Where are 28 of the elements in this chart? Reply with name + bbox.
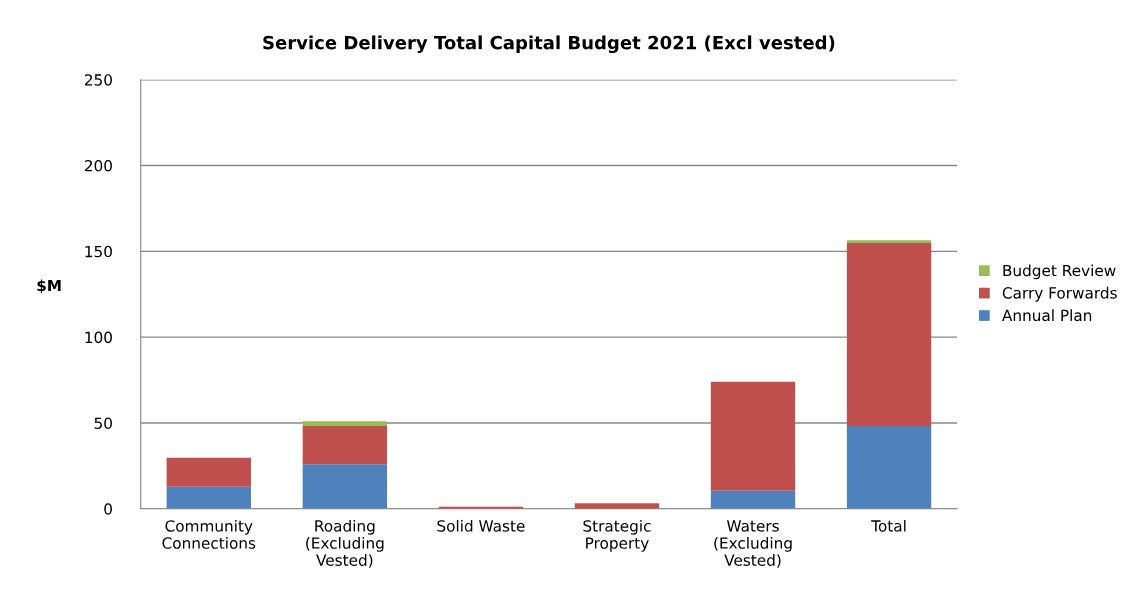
chart-title: Service Delivery Total Capital Budget 2021 (Excl vested): [263, 35, 835, 54]
x-tick-label: Roading (Excluding Vested): [306, 519, 384, 568]
bar: [302, 421, 388, 426]
bar: [846, 425, 932, 509]
x-tick-label: Waters (Excluding Vested): [714, 520, 792, 568]
x-tick-label: Total: [871, 519, 906, 532]
y-tick-label: 150: [85, 245, 112, 258]
y-tick-label: 250: [84, 74, 112, 86]
y-tick-label: 50: [94, 417, 112, 429]
x-tick-label: Solid Waste: [437, 519, 525, 532]
bar: [302, 464, 388, 509]
y-axis-title: $M: [37, 279, 61, 294]
legend-label: Carry Forwards: [1002, 286, 1117, 302]
x-tick-label: Strategic Property: [583, 519, 651, 552]
legend-label: Budget Review: [1003, 264, 1116, 280]
bar: [710, 381, 796, 491]
bar: [846, 243, 932, 426]
bar: [710, 490, 796, 509]
bar: [166, 486, 251, 509]
bar: [846, 240, 932, 244]
y-tick-label: 100: [85, 331, 112, 344]
bar: [574, 503, 660, 509]
y-tick-label: 200: [84, 159, 112, 172]
x-tick-label: Community Connections: [162, 519, 256, 549]
legend-label: Annual Plan: [1002, 309, 1092, 322]
bar: [302, 425, 388, 465]
y-tick-label: 0: [104, 503, 112, 515]
bar: [166, 457, 251, 487]
